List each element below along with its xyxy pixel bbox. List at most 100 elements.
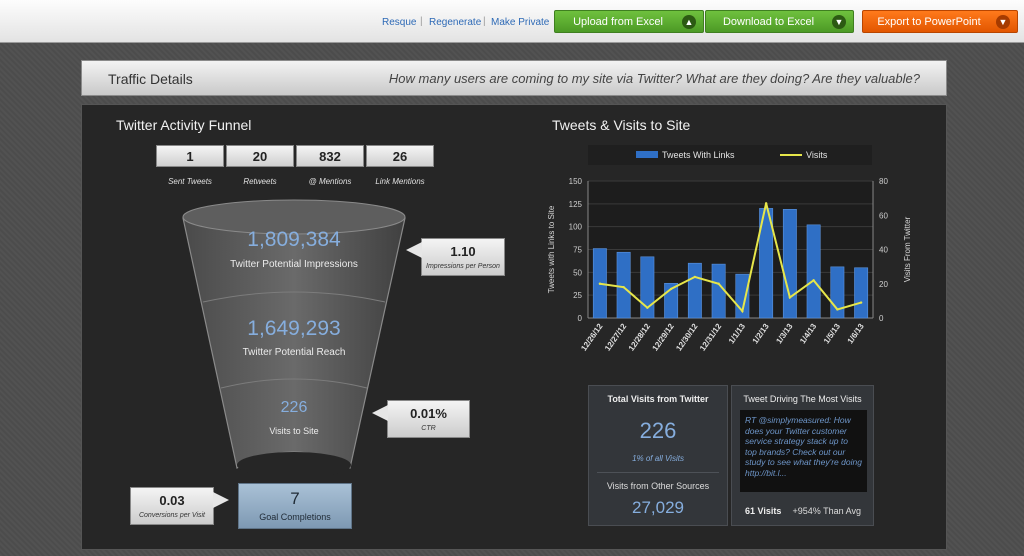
y-tick-label: 50: [573, 268, 582, 277]
ctr-callout: 0.01% CTR: [387, 400, 470, 438]
export-button-label: Export to PowerPoint: [877, 16, 981, 28]
bar: [711, 263, 726, 319]
legend-swatch-visits: [780, 154, 802, 156]
link-mentions-label: Link Mentions: [375, 177, 425, 186]
x-tick-label: 12/29/12: [651, 322, 677, 353]
toolbar-separator: |: [420, 16, 423, 27]
mentions-value: 832: [296, 145, 364, 167]
y-tick-label: 125: [569, 200, 583, 209]
visits-to-site-value: 226: [280, 399, 308, 416]
legend-swatch-tweets: [636, 151, 658, 158]
impressions-value: 1,809,384: [247, 228, 341, 251]
goal-completions-value: 7: [290, 489, 300, 508]
line-point: [598, 282, 602, 285]
ctr-label: CTR: [421, 425, 436, 432]
line-point: [669, 287, 673, 291]
y-tick-label: 150: [569, 177, 583, 186]
upload-button-label: Upload from Excel: [573, 16, 663, 28]
y2-tick-label: 80: [879, 177, 888, 186]
download-to-excel-button[interactable]: Download to Excel ▼: [705, 10, 854, 33]
line-point: [764, 202, 768, 205]
section-question: How many users are coming to my site via…: [388, 71, 920, 86]
goal-completions-box: 7 Goal Completions: [238, 483, 352, 529]
divider: [597, 472, 719, 473]
x-tick-label: 1/1/13: [727, 322, 747, 346]
y2-tick-label: 0: [879, 314, 884, 323]
callout-arrow-icon: [213, 492, 229, 508]
retweets-value: 20: [226, 145, 294, 167]
funnel-graphic: [182, 199, 406, 478]
total-visits-value: 226: [639, 418, 677, 443]
line-point: [788, 296, 792, 299]
reach-value: 1,649,293: [247, 317, 341, 340]
x-tick-label: 1/6/13: [846, 322, 866, 346]
top-tweet-text: RT @simplymeasured: How does your Twitte…: [740, 410, 867, 492]
visits-line: [599, 203, 862, 314]
bar: [782, 209, 797, 319]
callout-arrow-icon: [406, 242, 422, 258]
export-arrow-icon: ▼: [996, 15, 1010, 29]
bar: [616, 251, 631, 319]
chart-legend: Tweets With Links Visits: [588, 145, 872, 165]
retweets-label: Retweets: [243, 177, 277, 186]
line-point: [859, 301, 863, 304]
make-private-link[interactable]: Make Private: [491, 17, 550, 28]
line-point: [741, 309, 744, 313]
export-to-powerpoint-button[interactable]: Export to PowerPoint ▼: [862, 10, 1018, 33]
line-point: [836, 308, 839, 311]
callout-arrow-icon: [372, 405, 388, 421]
x-tick-label: 12/28/12: [627, 322, 653, 353]
line-point: [812, 279, 815, 282]
total-visits-title: Total Visits from Twitter: [607, 394, 709, 404]
conversions-value: 0.03: [159, 493, 185, 508]
x-tick-label: 1/4/13: [798, 322, 818, 346]
sent-tweets-value: 1: [156, 145, 224, 167]
resque-link[interactable]: Resque: [382, 17, 417, 28]
other-visits-label: Visits from Other Sources: [606, 481, 710, 491]
funnel-title: Twitter Activity Funnel: [116, 117, 252, 133]
bar: [806, 224, 821, 319]
goal-completions-label: Goal Completions: [259, 512, 331, 522]
x-tick-label: 12/31/12: [698, 322, 724, 353]
bar: [640, 256, 655, 319]
y-tick-label: 0: [578, 314, 583, 323]
line-point: [622, 285, 625, 289]
conversions-callout: 0.03 Conversions per Visit: [130, 487, 214, 525]
ctr-value: 0.01%: [410, 406, 447, 421]
traffic-details-header: Traffic Details How many users are comin…: [81, 60, 947, 96]
impressions-per-person-callout: 1.10 Impressions per Person: [421, 238, 505, 276]
upload-arrow-icon: ▲: [682, 15, 696, 29]
top-tweet-box: Tweet Driving The Most Visits RT @simply…: [731, 385, 874, 526]
y2-axis-title: Visits From Twitter: [903, 216, 912, 282]
top-tweet-visits: 61 Visits: [745, 506, 782, 516]
top-tweet-vs-avg: +954% Than Avg: [792, 506, 861, 516]
y2-tick-label: 40: [879, 246, 888, 255]
y-axis-title: Tweets with Links to Site: [547, 205, 556, 293]
impressions-label: Twitter Potential Impressions: [230, 259, 358, 270]
top-toolbar: Resque | Regenerate | Make Private Uploa…: [0, 0, 1024, 43]
tweets-visits-chart: 0 25 50 75 100 125 150 0 20 40 60 80 12/26/1212/27/1…: [547, 177, 912, 353]
regenerate-link[interactable]: Regenerate: [429, 17, 482, 28]
bar: [854, 267, 869, 319]
x-tick-label: 12/26/12: [579, 322, 605, 353]
section-title: Traffic Details: [108, 71, 193, 87]
y2-tick-label: 20: [879, 280, 888, 289]
visits-to-site-label: Visits to Site: [269, 426, 319, 436]
bar: [687, 262, 702, 319]
impressions-per-person-value: 1.10: [450, 244, 476, 259]
y-tick-label: 100: [569, 223, 583, 232]
x-tick-label: 1/3/13: [774, 322, 794, 346]
line-point: [693, 275, 697, 279]
toolbar-separator: |: [483, 16, 486, 27]
conversions-label: Conversions per Visit: [138, 512, 205, 519]
line-point: [646, 306, 649, 309]
x-tick-label: 1/2/13: [751, 322, 771, 346]
line-point: [717, 282, 720, 285]
upload-from-excel-button[interactable]: Upload from Excel ▲: [554, 10, 704, 33]
download-button-label: Download to Excel: [722, 16, 815, 28]
x-tick-label: 12/27/12: [603, 322, 629, 353]
x-tick-label: 1/5/13: [822, 322, 842, 346]
legend-label-visits: Visits: [806, 150, 828, 160]
other-visits-value: 27,029: [632, 498, 684, 517]
download-arrow-icon: ▼: [832, 15, 846, 29]
